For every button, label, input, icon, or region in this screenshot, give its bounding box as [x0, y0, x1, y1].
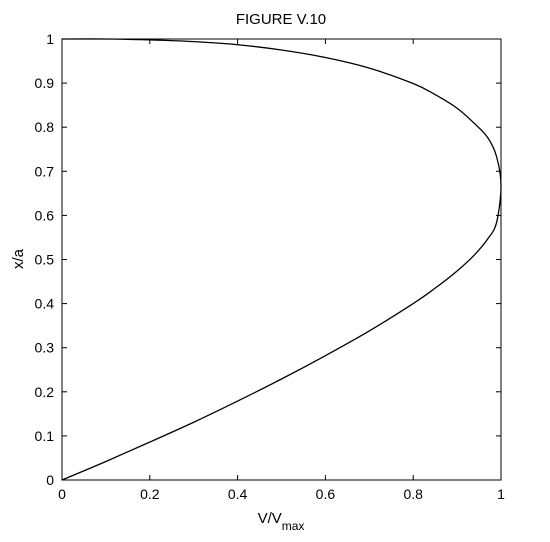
y-tick-label: 0.7 [35, 163, 55, 179]
x-axis-tick-labels: 0 0.2 0.4 0.6 0.8 1 [58, 486, 505, 502]
y-tick-label: 0.2 [35, 384, 55, 400]
y-tick-label: 0.3 [35, 340, 55, 356]
series-line [61, 38, 502, 481]
y-axis-label: x/a [10, 248, 27, 269]
x-axis-ticks [61, 39, 502, 480]
y-tick-label: 0 [46, 472, 54, 488]
x-tick-label: 0.8 [403, 486, 423, 502]
y-tick-label: 0.4 [35, 296, 55, 312]
x-tick-label: 0 [58, 486, 66, 502]
x-tick-label: 1 [497, 486, 505, 502]
chart-title: FIGURE V.10 [236, 11, 326, 28]
x-axis-label: V/Vmax [258, 510, 305, 533]
y-axis-tick-labels: 0 0.1 0.2 0.3 0.4 0.5 0.6 0.7 0.8 0.9 1 [35, 31, 55, 488]
x-tick-label: 0.6 [316, 486, 336, 502]
y-tick-label: 0.8 [35, 119, 55, 135]
y-axis-ticks [62, 38, 501, 481]
y-tick-label: 0.9 [35, 75, 55, 91]
x-tick-label: 0.4 [228, 486, 248, 502]
y-tick-label: 1 [46, 31, 54, 47]
y-tick-label: 0.1 [35, 428, 55, 444]
x-axis-label-main: V/V [258, 510, 282, 527]
y-tick-label: 0.6 [35, 207, 55, 223]
x-axis-label-subscript: max [282, 519, 305, 533]
y-tick-label: 0.5 [35, 252, 55, 268]
plot-frame [61, 38, 502, 481]
x-tick-label: 0.2 [140, 486, 160, 502]
